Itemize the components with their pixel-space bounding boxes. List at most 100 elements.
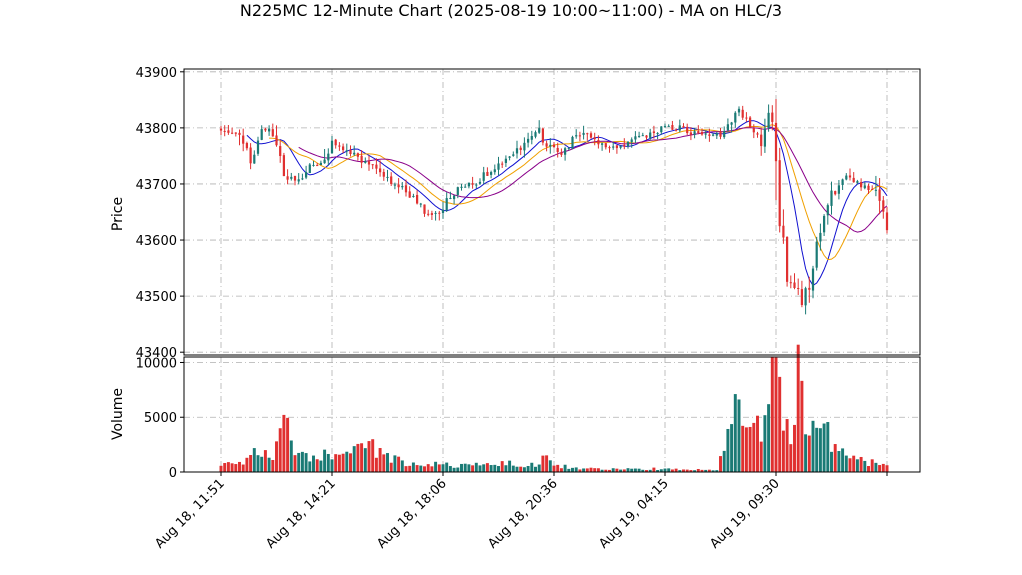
candle-body <box>589 133 593 138</box>
volume-bar <box>855 459 859 472</box>
candle-body <box>242 135 245 144</box>
volume-bar <box>674 468 678 472</box>
candle-body <box>782 225 785 238</box>
candle-body <box>867 185 870 191</box>
volume-bar <box>326 453 330 472</box>
candle-body <box>397 184 400 188</box>
candle-body <box>401 185 404 188</box>
volume-bar <box>408 465 412 472</box>
candle-body <box>689 132 693 135</box>
candle-body <box>830 190 833 206</box>
volume-bar <box>741 425 745 472</box>
candle-body <box>279 146 282 157</box>
volume-bar <box>719 456 722 472</box>
candle-body <box>649 132 652 138</box>
volume-bar <box>841 448 845 472</box>
volume-bar <box>815 427 819 472</box>
volume-bar <box>571 467 574 472</box>
candle-body <box>774 122 778 162</box>
volume-bar <box>345 451 349 472</box>
x-tick-label: Aug 19, 04:15 <box>596 476 672 552</box>
volume-bar <box>356 443 360 472</box>
volume-bar <box>548 460 552 472</box>
volume-bar <box>704 469 708 472</box>
candle-body <box>419 203 422 205</box>
x-tick-label: Aug 18, 14:21 <box>263 476 339 552</box>
volume-bar <box>881 463 885 472</box>
volume-y-axis: 0 5000 10000 <box>136 356 184 481</box>
candle-body <box>489 172 493 175</box>
volume-bar <box>397 456 401 472</box>
price-axis-label: Price <box>110 197 126 231</box>
volume-bar <box>334 454 338 472</box>
price-tick-label: 43500 <box>136 290 177 305</box>
candle-body <box>567 147 570 149</box>
volume-bar <box>537 464 541 472</box>
volume-bar <box>689 470 693 472</box>
candle-body <box>652 131 656 134</box>
ma-slow-line <box>298 127 888 233</box>
candle-body <box>582 132 585 135</box>
x-tick-label: Aug 18, 20:36 <box>485 476 561 552</box>
volume-bar <box>404 466 408 472</box>
volume-bar <box>293 455 297 472</box>
volume-bar <box>386 453 389 472</box>
candle-body <box>523 142 526 151</box>
candle-body <box>445 198 448 211</box>
volume-bar <box>411 462 415 472</box>
volume-bar <box>678 470 682 472</box>
candle-body <box>819 232 822 242</box>
candle-body <box>301 178 304 180</box>
candle-body <box>275 135 278 146</box>
volume-bar <box>770 357 774 472</box>
volume-bar <box>619 469 623 472</box>
candle-body <box>304 172 308 178</box>
candle-body <box>412 195 415 197</box>
volume-bar <box>870 459 874 472</box>
candle-body <box>293 175 297 181</box>
candle-body <box>578 135 582 137</box>
candle-body <box>811 268 815 291</box>
volume-bar <box>556 464 560 472</box>
candle-body <box>856 181 859 183</box>
volume-bar <box>234 464 238 472</box>
candle-body <box>571 136 574 149</box>
candle-body <box>760 134 763 147</box>
volume-bar <box>811 420 815 472</box>
volume-bar <box>611 468 615 472</box>
volume-tick-label: 10000 <box>136 356 177 371</box>
candle-body <box>316 165 319 167</box>
candle-body <box>386 176 389 178</box>
candle-body <box>852 177 855 183</box>
candle-body <box>612 146 615 148</box>
volume-bar <box>415 465 419 472</box>
candle-body <box>619 145 622 148</box>
volume-bar <box>844 455 848 472</box>
candle-body <box>486 171 489 176</box>
volume-bar <box>393 455 397 472</box>
volume-bar <box>859 456 863 472</box>
volume-bar <box>804 434 808 472</box>
candle-body <box>667 125 670 127</box>
volume-bar <box>423 466 426 472</box>
volume-axis-label: Volume <box>110 388 126 440</box>
volume-bar <box>534 466 537 472</box>
candle-body <box>726 124 730 131</box>
volume-bar <box>774 357 778 472</box>
volume-bar <box>226 462 230 472</box>
volume-bar <box>223 463 227 472</box>
candle-body <box>804 288 807 306</box>
volume-bar <box>249 455 253 472</box>
volume-bar <box>441 464 445 472</box>
candle-body <box>859 182 863 188</box>
volume-bar <box>297 452 301 472</box>
candle-body <box>634 136 637 140</box>
candle-body <box>752 128 755 133</box>
volume-bar <box>300 451 304 472</box>
volume-bar <box>508 460 512 472</box>
candle-body <box>452 195 456 200</box>
candle-body <box>260 129 263 140</box>
candle-body <box>364 160 367 163</box>
candle-body <box>227 130 230 133</box>
volume-bar <box>308 461 312 472</box>
